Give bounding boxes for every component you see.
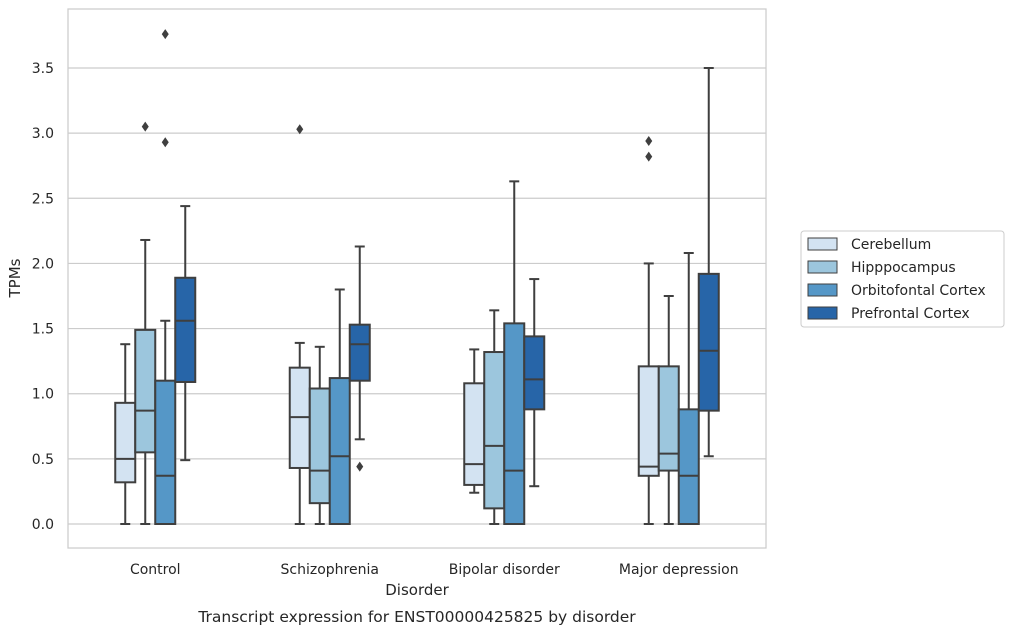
legend-swatch-orbitofontal-cortex	[807, 283, 838, 297]
box-iqr	[134, 328, 157, 454]
legend-swatch-prefrontal-cortex	[807, 306, 838, 320]
box-iqr	[697, 272, 720, 412]
box-control-hipppocampus	[134, 121, 157, 525]
box-schizophrenia-cerebellum	[288, 124, 311, 525]
x-tick-label-control: Control	[130, 562, 181, 578]
box-iqr	[114, 401, 137, 484]
outlier-point	[141, 121, 149, 132]
box-iqr	[677, 408, 700, 525]
box-major-depression-orbitofontal-cortex	[677, 252, 700, 525]
outlier-point	[161, 137, 169, 148]
outlier-point	[296, 124, 304, 135]
y-tick-label: 0.0	[32, 517, 54, 533]
box-iqr	[503, 322, 526, 525]
legend-swatch-cerebellum	[807, 237, 838, 251]
y-axis-label: TPMs	[6, 258, 24, 298]
y-tick-label: 3.0	[32, 126, 54, 142]
legend: Cerebellum Hipppocampus Orbitofontal Cor…	[800, 230, 1005, 328]
box-schizophrenia-orbitofontal-cortex	[328, 288, 351, 525]
x-axis-label: Disorder	[385, 581, 449, 599]
x-tick-label-bipolar-disorder: Bipolar disorder	[449, 562, 560, 578]
y-tick-label: 3.5	[32, 61, 54, 77]
outlier-point	[645, 135, 653, 146]
chart-caption: Transcript expression for ENST0000042582…	[197, 608, 636, 626]
box-iqr	[308, 387, 331, 505]
x-tick-label-major-depression: Major depression	[619, 562, 739, 578]
box-bipolar-disorder-orbitofontal-cortex	[503, 180, 526, 525]
outlier-point	[356, 461, 364, 472]
y-tick-label: 0.5	[32, 452, 54, 468]
box-schizophrenia-prefrontal-cortex	[348, 245, 371, 472]
box-iqr	[348, 323, 371, 382]
y-tick-label: 1.5	[32, 322, 54, 338]
box-major-depression-hipppocampus	[657, 295, 680, 525]
box-series	[114, 29, 720, 525]
box-control-orbitofontal-cortex	[154, 29, 177, 525]
legend-swatch-hipppocampus	[807, 260, 838, 274]
box-bipolar-disorder-prefrontal-cortex	[523, 278, 546, 488]
outlier-point	[645, 151, 653, 162]
box-major-depression-prefrontal-cortex	[697, 67, 720, 458]
legend-label-hipppocampus: Hipppocampus	[851, 260, 956, 276]
box-major-depression-cerebellum	[637, 135, 660, 525]
box-iqr	[483, 351, 506, 510]
box-iqr	[637, 365, 660, 477]
y-tick-label: 2.0	[32, 256, 54, 272]
box-iqr	[174, 276, 197, 383]
legend-label-cerebellum: Cerebellum	[851, 237, 931, 253]
legend-label-prefrontal-cortex: Prefrontal Cortex	[851, 306, 970, 322]
y-tick-label: 1.0	[32, 387, 54, 403]
y-axis-ticks: 0.0 0.5 1.0 1.5 2.0 2.5 3.0 3.5	[32, 61, 54, 533]
box-iqr	[463, 382, 486, 486]
y-tick-label: 2.5	[32, 191, 54, 207]
box-iqr	[328, 377, 351, 525]
legend-label-orbitofontal-cortex: Orbitofontal Cortex	[851, 283, 986, 299]
box-control-prefrontal-cortex	[174, 205, 197, 462]
x-axis-ticks: Control Schizophrenia Bipolar disorder Majo…	[130, 562, 739, 578]
box-iqr	[523, 335, 546, 411]
box-iqr	[154, 379, 177, 525]
outlier-point	[161, 29, 169, 40]
box-control-cerebellum	[114, 343, 137, 525]
x-tick-label-schizophrenia: Schizophrenia	[281, 562, 379, 578]
box-iqr	[657, 365, 680, 472]
legend-frame	[800, 230, 1005, 328]
